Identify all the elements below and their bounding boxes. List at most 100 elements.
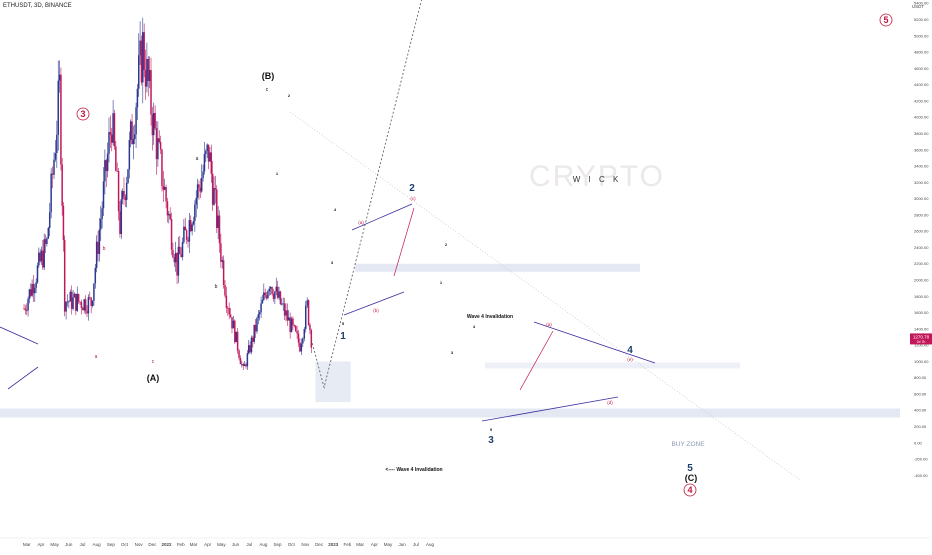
last-price-label: 1270.78 <box>913 334 930 339</box>
wave-A-label: (A) <box>147 373 160 383</box>
time-tick-label: Oct <box>288 542 296 547</box>
wave-3-label: 3 <box>488 435 494 446</box>
sub-c2-label: c <box>266 87 269 93</box>
price-tick-label: 600.00 <box>914 391 927 396</box>
sub-4a-label: 4 <box>334 207 337 212</box>
candle-body <box>51 173 54 175</box>
candle-body <box>220 243 222 262</box>
triangle-upper <box>533 321 656 364</box>
candle-body <box>61 164 63 206</box>
candle-body <box>206 144 208 152</box>
tri-b-label: (b) <box>373 308 379 313</box>
candle-body <box>93 283 95 301</box>
candle-body <box>263 292 265 300</box>
candle-body <box>60 74 62 165</box>
candle-body <box>158 138 160 142</box>
candle-body <box>42 250 44 268</box>
candle-body <box>184 226 187 231</box>
candle-body <box>87 297 90 314</box>
wave-4-circle-label-circle <box>683 483 697 497</box>
candle-body <box>274 291 276 299</box>
candle-body <box>30 289 32 296</box>
time-tick-label: Feb <box>177 542 185 547</box>
candle-body <box>159 141 162 150</box>
candle-body <box>28 289 31 300</box>
candle-body <box>224 285 226 296</box>
sub-a-label: a <box>196 156 199 162</box>
buy-zone-label: BUY ZONE <box>671 441 705 448</box>
candle-body <box>124 196 127 200</box>
price-tick-label: 2600.00 <box>914 229 929 234</box>
candle-body <box>172 249 174 258</box>
candle-body <box>58 74 61 81</box>
triangle-lower <box>481 396 619 422</box>
candle-body <box>125 183 128 200</box>
tri-d-label: (d) <box>607 400 613 405</box>
time-tick-label: Sep <box>274 542 283 547</box>
red-trend-2 <box>519 330 554 391</box>
candle-body <box>116 170 118 172</box>
candle-body <box>79 301 81 303</box>
candle-body <box>155 128 158 160</box>
candle-body <box>80 302 83 308</box>
candle-body <box>70 291 73 309</box>
candle-body <box>138 55 140 89</box>
candle-body <box>143 32 145 71</box>
candle-body <box>214 188 217 190</box>
wave-5-circle-label: 5 <box>883 15 888 25</box>
tri-e-label: (e) <box>627 357 633 362</box>
candle-body <box>194 204 196 221</box>
watermark-subtext: W I C K <box>573 175 622 184</box>
candle-body <box>168 213 170 216</box>
candle-body <box>169 213 171 220</box>
candle-body <box>258 312 261 315</box>
candle-body <box>27 299 29 311</box>
time-tick-label: Oct <box>121 542 129 547</box>
sub-2b-label: 2 <box>445 242 448 247</box>
candle-body <box>216 189 218 229</box>
time-tick-label: Sep <box>107 542 116 547</box>
sub-a2-label: a <box>95 354 98 360</box>
candle-body <box>181 242 184 258</box>
candle-body <box>176 252 178 276</box>
price-tick-label: 4600.00 <box>914 66 929 71</box>
time-tick-label: Apr <box>371 542 379 547</box>
price-tick-label: 1600.00 <box>914 310 929 315</box>
candle-body <box>231 317 233 329</box>
time-tick-label: Mar <box>23 542 31 547</box>
price-tick-label: 3200.00 <box>914 180 929 185</box>
time-tick-label: Nov <box>135 542 144 547</box>
tri-c-label: (c) <box>410 196 416 201</box>
candle-body <box>269 287 272 289</box>
candle-body <box>66 301 69 303</box>
time-tick-label: Jul <box>80 542 86 547</box>
price-tick-label: 3600.00 <box>914 147 929 152</box>
candle-body <box>77 294 80 302</box>
candle-body <box>101 208 103 219</box>
candle-body <box>179 246 181 255</box>
candle-body <box>24 308 27 311</box>
tri-a-label: (a) <box>358 220 364 225</box>
candle-body <box>165 187 167 202</box>
candle-body <box>65 301 67 312</box>
candle-body <box>40 250 43 262</box>
wave-4-circle-label: 4 <box>687 485 692 495</box>
candle-body <box>282 303 284 305</box>
candle-body <box>235 331 237 343</box>
candle-body <box>36 265 39 283</box>
sub-2a-label: 2 <box>288 93 291 98</box>
candle-body <box>283 303 286 316</box>
candle-body <box>50 173 52 213</box>
candle-body <box>135 107 137 135</box>
price-tick-label: 2400.00 <box>914 245 929 250</box>
candles-layer <box>23 17 313 371</box>
candle-body <box>119 211 121 234</box>
candle-body <box>63 240 66 312</box>
candle-body <box>205 151 207 154</box>
time-tick-label: Mar <box>190 542 198 547</box>
wave-2-label: 2 <box>409 183 415 194</box>
candle-body <box>232 320 235 329</box>
candle-body <box>57 80 59 135</box>
